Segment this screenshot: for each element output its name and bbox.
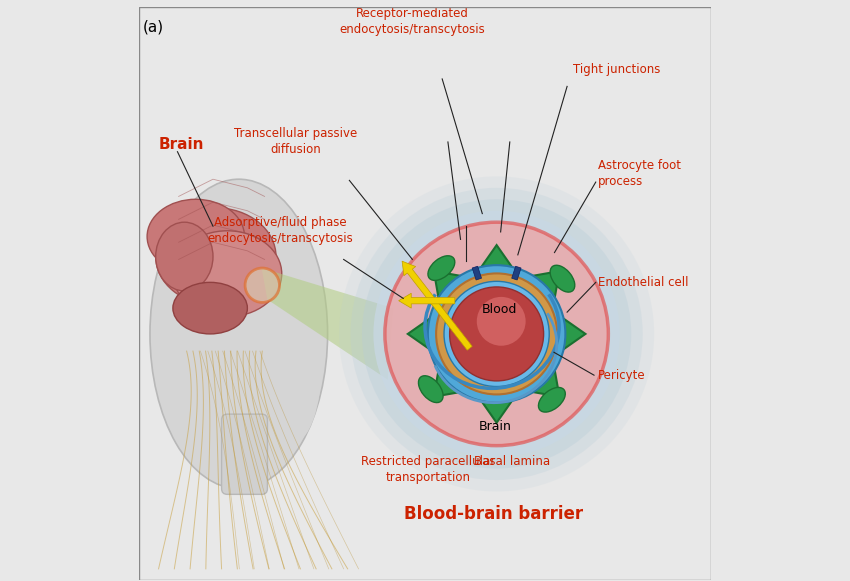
- Ellipse shape: [418, 376, 443, 403]
- Text: (a): (a): [143, 20, 164, 35]
- Ellipse shape: [173, 282, 247, 334]
- FancyArrow shape: [399, 293, 455, 308]
- Text: Basal lamina: Basal lamina: [474, 456, 550, 468]
- Ellipse shape: [156, 222, 213, 291]
- Text: Receptor-mediated
endocytosis/transcytosis: Receptor-mediated endocytosis/transcytos…: [339, 7, 485, 36]
- Text: Endothelial cell: Endothelial cell: [598, 276, 688, 289]
- Ellipse shape: [428, 256, 455, 281]
- Circle shape: [373, 211, 620, 457]
- Text: Astrocyte foot
process: Astrocyte foot process: [598, 159, 681, 188]
- Text: Blood-brain barrier: Blood-brain barrier: [405, 505, 583, 523]
- Circle shape: [477, 297, 525, 346]
- Text: Brain: Brain: [479, 420, 512, 433]
- Polygon shape: [262, 268, 394, 380]
- Circle shape: [436, 274, 557, 394]
- Ellipse shape: [264, 282, 322, 443]
- Circle shape: [433, 270, 560, 398]
- Text: Pericyte: Pericyte: [598, 369, 646, 382]
- Polygon shape: [408, 245, 586, 423]
- Ellipse shape: [538, 388, 565, 412]
- Text: Transcellular passive
diffusion: Transcellular passive diffusion: [235, 127, 358, 156]
- Text: Brain: Brain: [159, 137, 204, 152]
- Polygon shape: [512, 266, 521, 280]
- FancyBboxPatch shape: [222, 414, 268, 494]
- Text: Restricted paracellular
transportation: Restricted paracellular transportation: [360, 456, 495, 485]
- Circle shape: [385, 222, 609, 446]
- Ellipse shape: [147, 199, 245, 274]
- Text: Adsorptive/fluid phase
endocytosis/transcytosis: Adsorptive/fluid phase endocytosis/trans…: [207, 216, 354, 245]
- Ellipse shape: [156, 208, 276, 305]
- Ellipse shape: [150, 179, 327, 489]
- Circle shape: [362, 199, 632, 468]
- Circle shape: [428, 265, 565, 403]
- Text: Blood: Blood: [482, 303, 517, 317]
- Text: Tight junctions: Tight junctions: [573, 63, 660, 76]
- Circle shape: [350, 188, 643, 480]
- Circle shape: [450, 287, 544, 381]
- Circle shape: [444, 281, 549, 386]
- Ellipse shape: [550, 266, 575, 292]
- Ellipse shape: [173, 231, 281, 317]
- Circle shape: [245, 268, 280, 302]
- FancyArrow shape: [402, 261, 473, 350]
- Circle shape: [339, 177, 654, 492]
- Polygon shape: [473, 266, 482, 280]
